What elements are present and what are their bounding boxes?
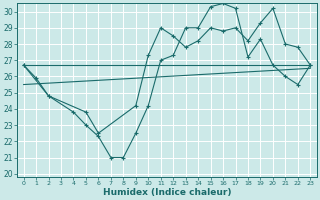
X-axis label: Humidex (Indice chaleur): Humidex (Indice chaleur) [103, 188, 231, 197]
